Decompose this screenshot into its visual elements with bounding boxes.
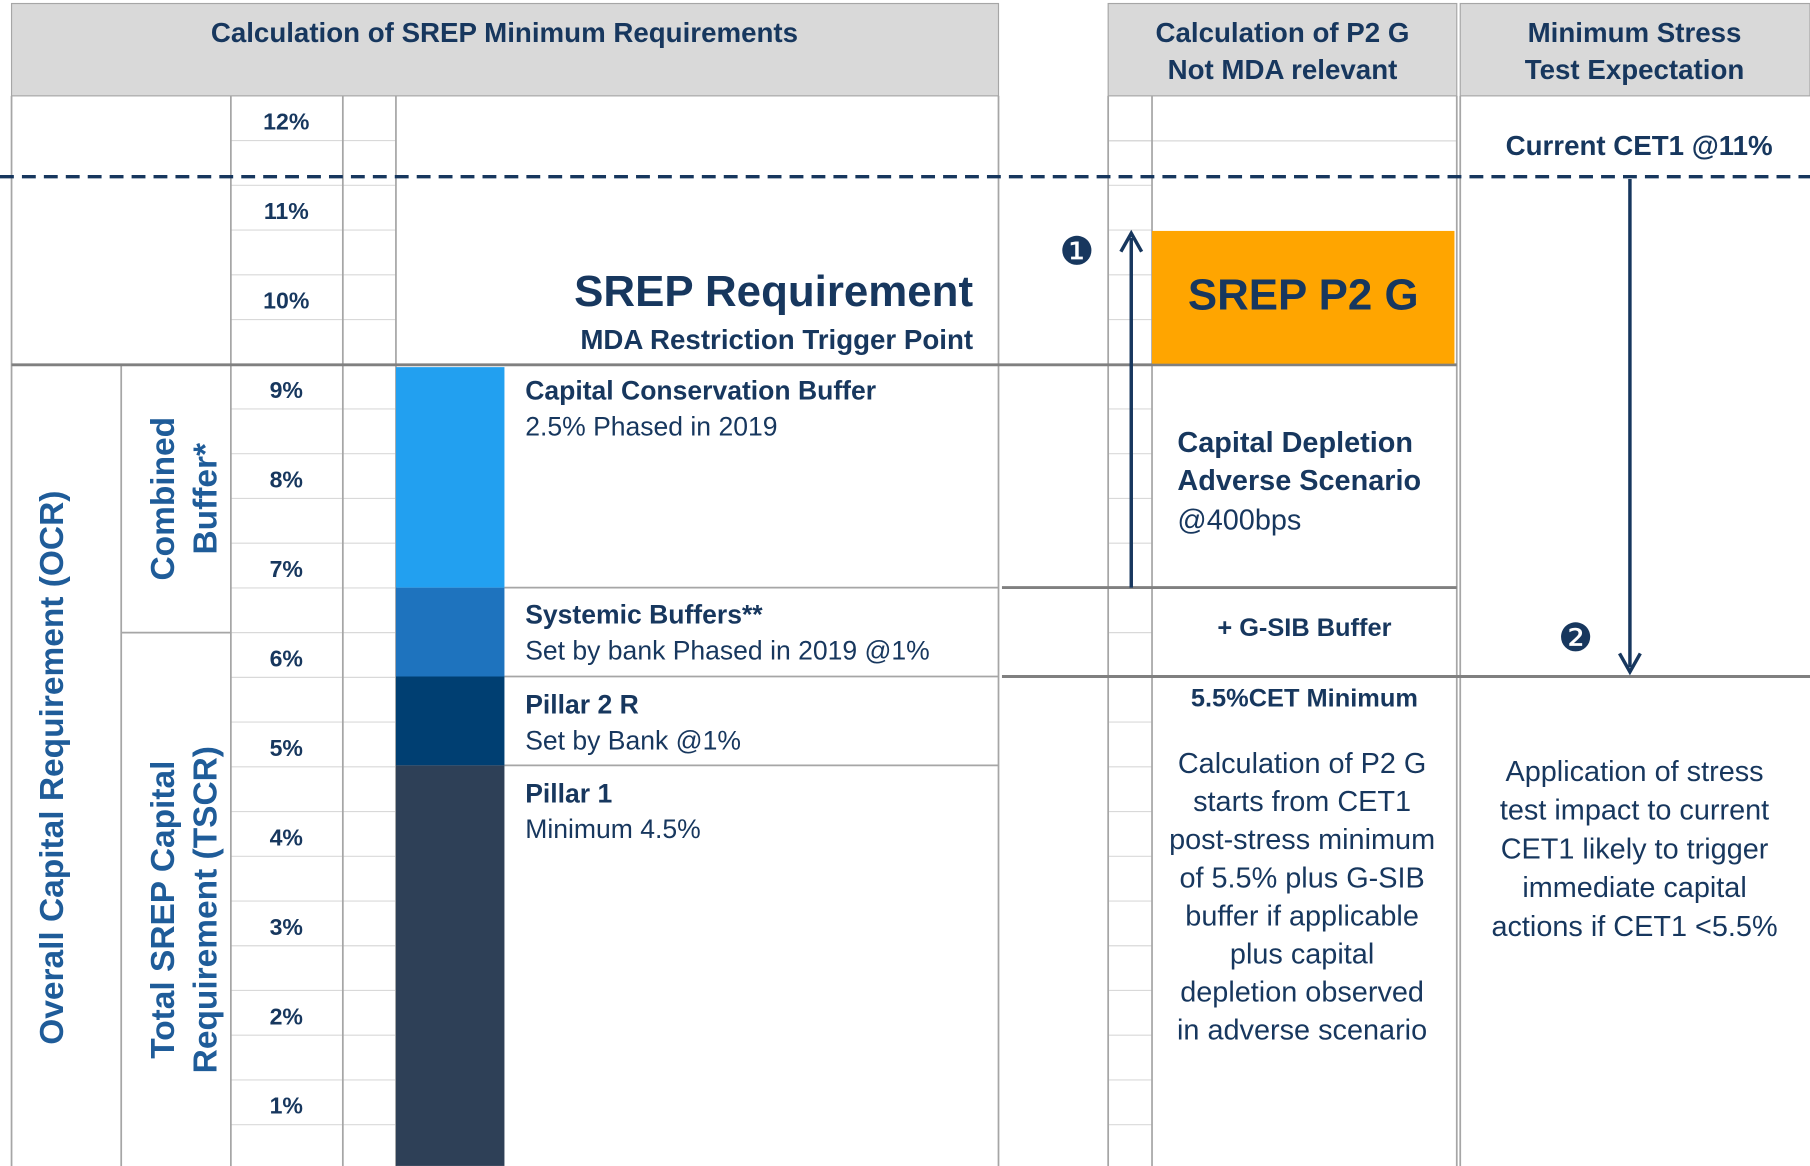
- p2g-explanation: plus capital: [1230, 938, 1374, 970]
- scale-label: 11%: [264, 198, 309, 224]
- header-right: Test Expectation: [1525, 54, 1745, 85]
- tscr-label: Total SREP Capital: [145, 761, 182, 1059]
- scale-label: 1%: [270, 1093, 303, 1119]
- combined-label: Combined: [145, 417, 182, 581]
- minimum-label: 5.5%CET Minimum: [1191, 684, 1418, 712]
- stress-explanation: actions if CET1 <5.5%: [1491, 911, 1777, 943]
- header-middle: Not MDA relevant: [1168, 54, 1398, 85]
- header-right-bg: [1459, 2, 1810, 97]
- stress-explanation: test impact to current: [1500, 795, 1769, 827]
- marker-2: ❷: [1558, 616, 1593, 660]
- header-middle: Calculation of P2 G: [1156, 17, 1410, 48]
- p2g-explanation: starts from CET1: [1193, 786, 1411, 818]
- arrow-up-head: [1119, 229, 1144, 253]
- p1-block: [395, 765, 505, 1166]
- marker-1: ❶: [1059, 229, 1094, 273]
- scale-label: 10%: [263, 288, 309, 314]
- tscr-label: Requirement (TSCR): [188, 746, 225, 1073]
- scale-label: 2%: [270, 1003, 303, 1029]
- p2g-box-label: SREP P2 G: [1188, 270, 1419, 319]
- scale-label: 3%: [270, 914, 303, 940]
- depletion-label: Capital Depletion: [1177, 427, 1413, 459]
- arrow-down-head: [1618, 652, 1642, 676]
- header-left: Calculation of SREP Minimum Requirements: [211, 17, 798, 48]
- gsib-label: + G-SIB Buffer: [1217, 614, 1391, 642]
- scale-label: 5%: [270, 735, 303, 761]
- scale-label: 12%: [263, 109, 309, 135]
- srep-subtitle: MDA Restriction Trigger Point: [580, 324, 973, 355]
- p2g-explanation: of 5.5% plus G-SIB: [1179, 862, 1424, 894]
- stress-explanation: Application of stress: [1505, 756, 1763, 788]
- block-note: Minimum 4.5%: [525, 814, 700, 844]
- p2r-block: [395, 676, 505, 766]
- scale-label: 6%: [270, 645, 303, 671]
- p2g-explanation: post-stress minimum: [1169, 824, 1435, 856]
- p2g-box: [1152, 230, 1455, 364]
- p2g-explanation: in adverse scenario: [1177, 1015, 1427, 1047]
- block-title: Pillar 1: [525, 778, 612, 808]
- depletion-label: Adverse Scenario: [1177, 465, 1421, 497]
- scale-label: 4%: [270, 824, 303, 850]
- scale-label: 8%: [270, 467, 303, 493]
- block-note: 2.5% Phased in 2019: [525, 411, 777, 441]
- systemic-block: [395, 587, 505, 677]
- combined-label: Buffer*: [188, 443, 225, 555]
- stress-explanation: immediate capital: [1522, 872, 1746, 904]
- srep-title: SREP Requirement: [574, 267, 973, 316]
- borders: [10, 95, 1462, 1166]
- scale-label: 7%: [270, 556, 303, 582]
- block-title: Capital Conservation Buffer: [525, 376, 876, 406]
- header-right: Minimum Stress: [1528, 17, 1742, 48]
- p2g-explanation: buffer if applicable: [1185, 900, 1419, 932]
- current-cet1: Current CET1 @11%: [1506, 130, 1773, 161]
- block-note: Set by bank Phased in 2019 @1%: [525, 635, 930, 665]
- scale-label: 9%: [270, 377, 303, 403]
- block-title: Pillar 2 R: [525, 690, 639, 720]
- ocr-label: Overall Capital Requirement (OCR): [34, 491, 71, 1045]
- p2g-explanation: Calculation of P2 G: [1178, 748, 1427, 780]
- block-title: Systemic Buffers**: [525, 599, 763, 629]
- block-note: Set by Bank @1%: [525, 725, 741, 755]
- header-left-bg: [10, 2, 1000, 97]
- stress-explanation: CET1 likely to trigger: [1501, 833, 1769, 865]
- depletion-note: @400bps: [1177, 504, 1301, 536]
- p2g-explanation: depletion observed: [1180, 977, 1424, 1009]
- ccb-block: [395, 367, 505, 588]
- header-middle-bg: [1107, 2, 1458, 97]
